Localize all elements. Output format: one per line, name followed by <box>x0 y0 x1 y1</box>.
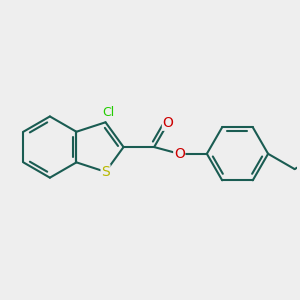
Text: Cl: Cl <box>103 106 115 119</box>
Text: O: O <box>174 147 185 161</box>
Text: S: S <box>101 165 110 179</box>
Text: O: O <box>163 116 173 130</box>
